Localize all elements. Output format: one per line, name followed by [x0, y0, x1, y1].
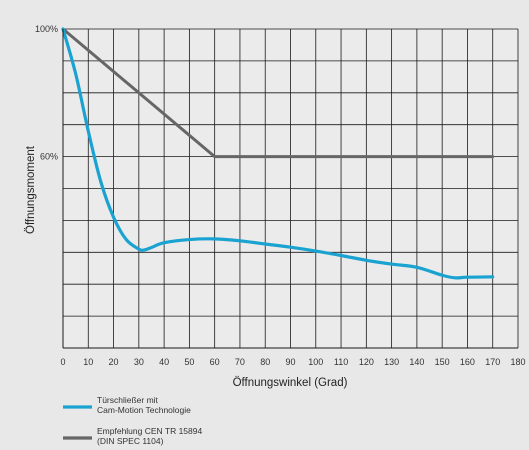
series-layer: [61, 27, 495, 280]
x-tick-label: 30: [134, 357, 144, 367]
x-tick-label: 50: [184, 357, 194, 367]
x-tick-label: 90: [285, 357, 295, 367]
grid: [63, 28, 519, 348]
x-tick-label: 170: [485, 357, 500, 367]
x-tick-label: 120: [359, 357, 374, 367]
y-tick-label: 100%: [35, 24, 58, 34]
x-tick-label: 80: [260, 357, 270, 367]
legend-label: Cam-Motion Technologie: [97, 405, 191, 415]
x-tick-label: 110: [334, 357, 348, 367]
x-tick-label: 10: [83, 357, 93, 367]
y-axis-title: Öffnungsmoment: [25, 145, 37, 234]
x-tick-label: 60: [210, 357, 220, 367]
x-axis-title: Öffnungswinkel (Grad): [233, 377, 348, 389]
legend-label: Empfehlung CEN TR 15894: [97, 426, 202, 436]
x-tick-label: 70: [235, 357, 245, 367]
legend-label: Türschließer mit: [97, 395, 159, 405]
series-line-cen-tr: [61, 27, 495, 159]
x-tick-label: 130: [384, 357, 399, 367]
legend-label: (DIN SPEC 1104): [97, 436, 164, 446]
series-line-cam-motion: [61, 27, 495, 280]
x-tick-label: 20: [109, 357, 119, 367]
x-tick-label: 160: [460, 357, 475, 367]
x-tick-label: 180: [510, 357, 525, 367]
x-tick-label: 140: [409, 357, 424, 367]
x-tick-label: 40: [159, 357, 169, 367]
y-tick-label: 60%: [40, 152, 58, 162]
axes: 0 10 20 30 40 50 60 70 80 90 100 110 120 130 140 150 160…: [35, 24, 526, 367]
x-tick-label: 0: [60, 357, 65, 367]
x-tick-label: 150: [435, 357, 450, 367]
x-tick-label: 100: [308, 357, 323, 367]
